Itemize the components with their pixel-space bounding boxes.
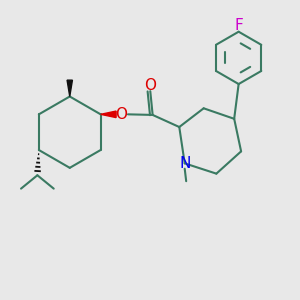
Text: N: N <box>179 156 190 171</box>
Text: O: O <box>116 107 128 122</box>
Polygon shape <box>100 111 116 118</box>
Polygon shape <box>67 80 72 97</box>
Text: F: F <box>234 18 243 33</box>
Text: O: O <box>144 78 156 93</box>
